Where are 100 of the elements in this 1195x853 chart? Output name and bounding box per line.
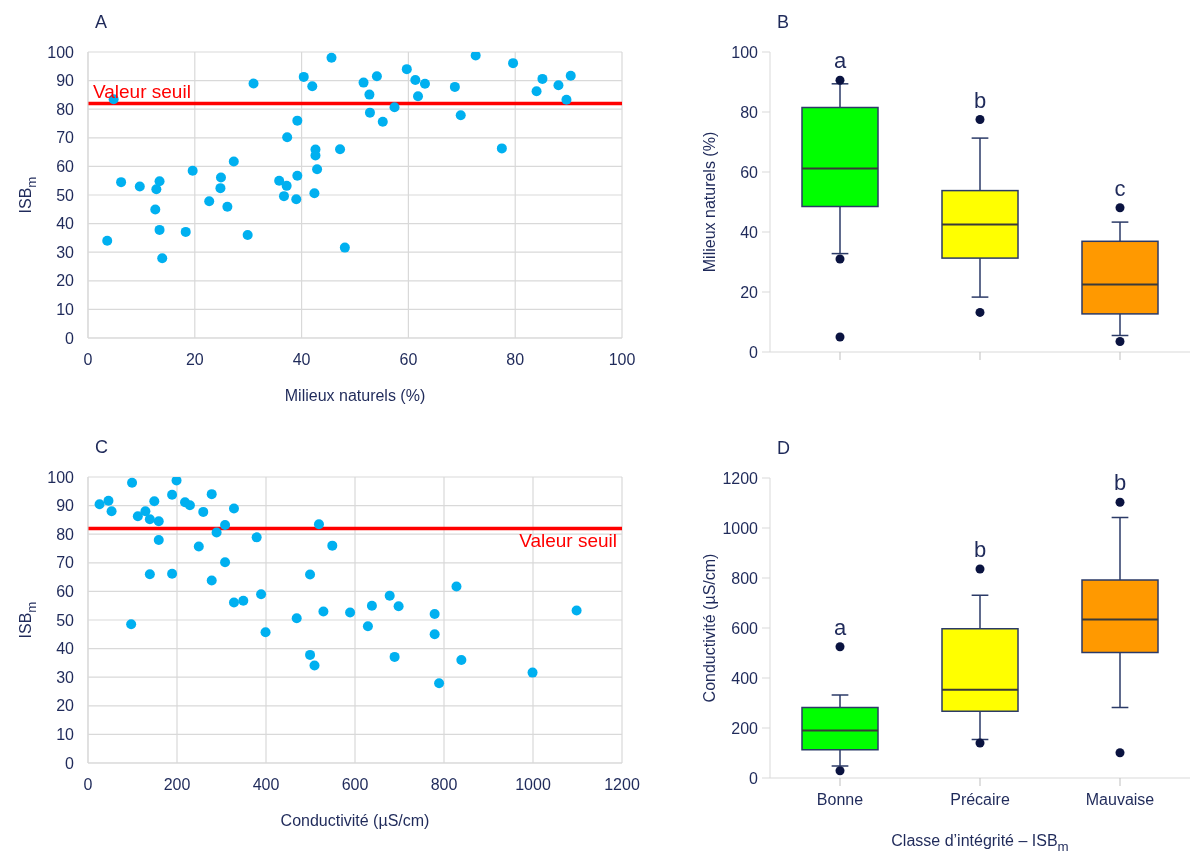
x-tick-label: 200 [163,776,191,794]
y-tick-label: 40 [56,215,75,233]
point [451,581,462,592]
y-tick-label: 200 [731,719,759,737]
x-axis-title: Milieux naturels (%) [284,387,426,405]
point [222,201,233,212]
point [215,172,226,183]
point [455,110,466,121]
point [298,71,309,82]
point [335,144,346,155]
point [377,116,388,127]
y-tick-label: 600 [731,619,759,637]
x-tick-label: 100 [608,351,636,369]
y-tick-label: 60 [56,158,75,176]
point [153,516,164,527]
point [106,506,117,517]
point [102,235,113,246]
point [401,64,412,75]
point [384,590,395,601]
point [413,91,424,102]
point [256,589,267,600]
point [339,242,350,253]
point [393,601,404,612]
point [364,107,375,118]
x-tick-label: 40 [292,351,311,369]
annotation: c [1114,175,1126,201]
point [327,540,338,551]
point [187,165,198,176]
y-tick-label: 50 [56,186,75,204]
point [220,557,231,568]
y-tick-label: 100 [731,43,759,61]
point [204,196,215,207]
x-tick-label: 400 [252,776,280,794]
point [364,89,375,100]
point [410,75,421,86]
point [132,511,143,522]
annotation: b [973,537,987,562]
point [527,667,538,678]
x-tick-label: 1200 [604,776,640,794]
y-tick-label: 90 [56,72,75,90]
annotation: a [833,614,847,640]
point [291,194,302,205]
x-axis-title: Conductivité (µS/cm) [280,812,430,830]
ref-line-label: Valeur seuil [93,81,191,103]
point [508,58,519,69]
point [198,506,209,517]
y-tick-label: 70 [56,129,75,147]
point [103,495,114,506]
point [260,627,271,638]
point [154,224,165,235]
point [318,606,329,617]
y-tick-label: 30 [56,243,75,261]
point [292,170,303,181]
point [94,499,105,510]
point [389,651,400,662]
point [307,81,318,92]
x-tick-label: 600 [341,776,369,794]
point [565,70,576,81]
y-tick-label: 60 [740,163,759,181]
ref-line-label: Valeur seuil [519,529,617,551]
point [292,115,303,126]
point [309,660,320,671]
point [291,613,302,624]
point [150,204,161,215]
point [171,477,182,486]
point [211,527,222,538]
point [496,143,507,154]
point [429,608,440,619]
y-tick-label: 10 [56,726,75,744]
y-tick-label: 60 [56,583,75,601]
point [144,514,155,525]
y-tick-label: 10 [56,301,75,319]
point [389,102,400,113]
y-tick-label: 100 [47,468,75,486]
point [282,132,293,143]
chart-title: C [95,437,108,458]
annotation: b [973,87,987,113]
point [184,500,195,511]
y-axis-title: Milieux naturels (%) [701,131,719,273]
point [419,78,430,89]
annotation: a [833,48,847,74]
point [180,226,191,237]
point [251,532,262,543]
point [366,600,377,611]
point [242,230,253,241]
y-tick-label: 80 [56,100,75,118]
point [151,184,162,195]
point [228,597,239,608]
point [206,489,217,500]
x-tick-label: 80 [506,351,525,369]
y-tick-label: 20 [56,272,75,290]
point [561,94,572,105]
chart-title: A [95,12,108,33]
point [127,477,138,488]
x-tick-label: 60 [399,351,418,369]
point [537,73,548,84]
x-tick-label: 1000 [515,776,551,794]
point [553,80,564,91]
y-tick-label: 1000 [722,519,759,537]
y-tick-label: 90 [56,497,75,515]
